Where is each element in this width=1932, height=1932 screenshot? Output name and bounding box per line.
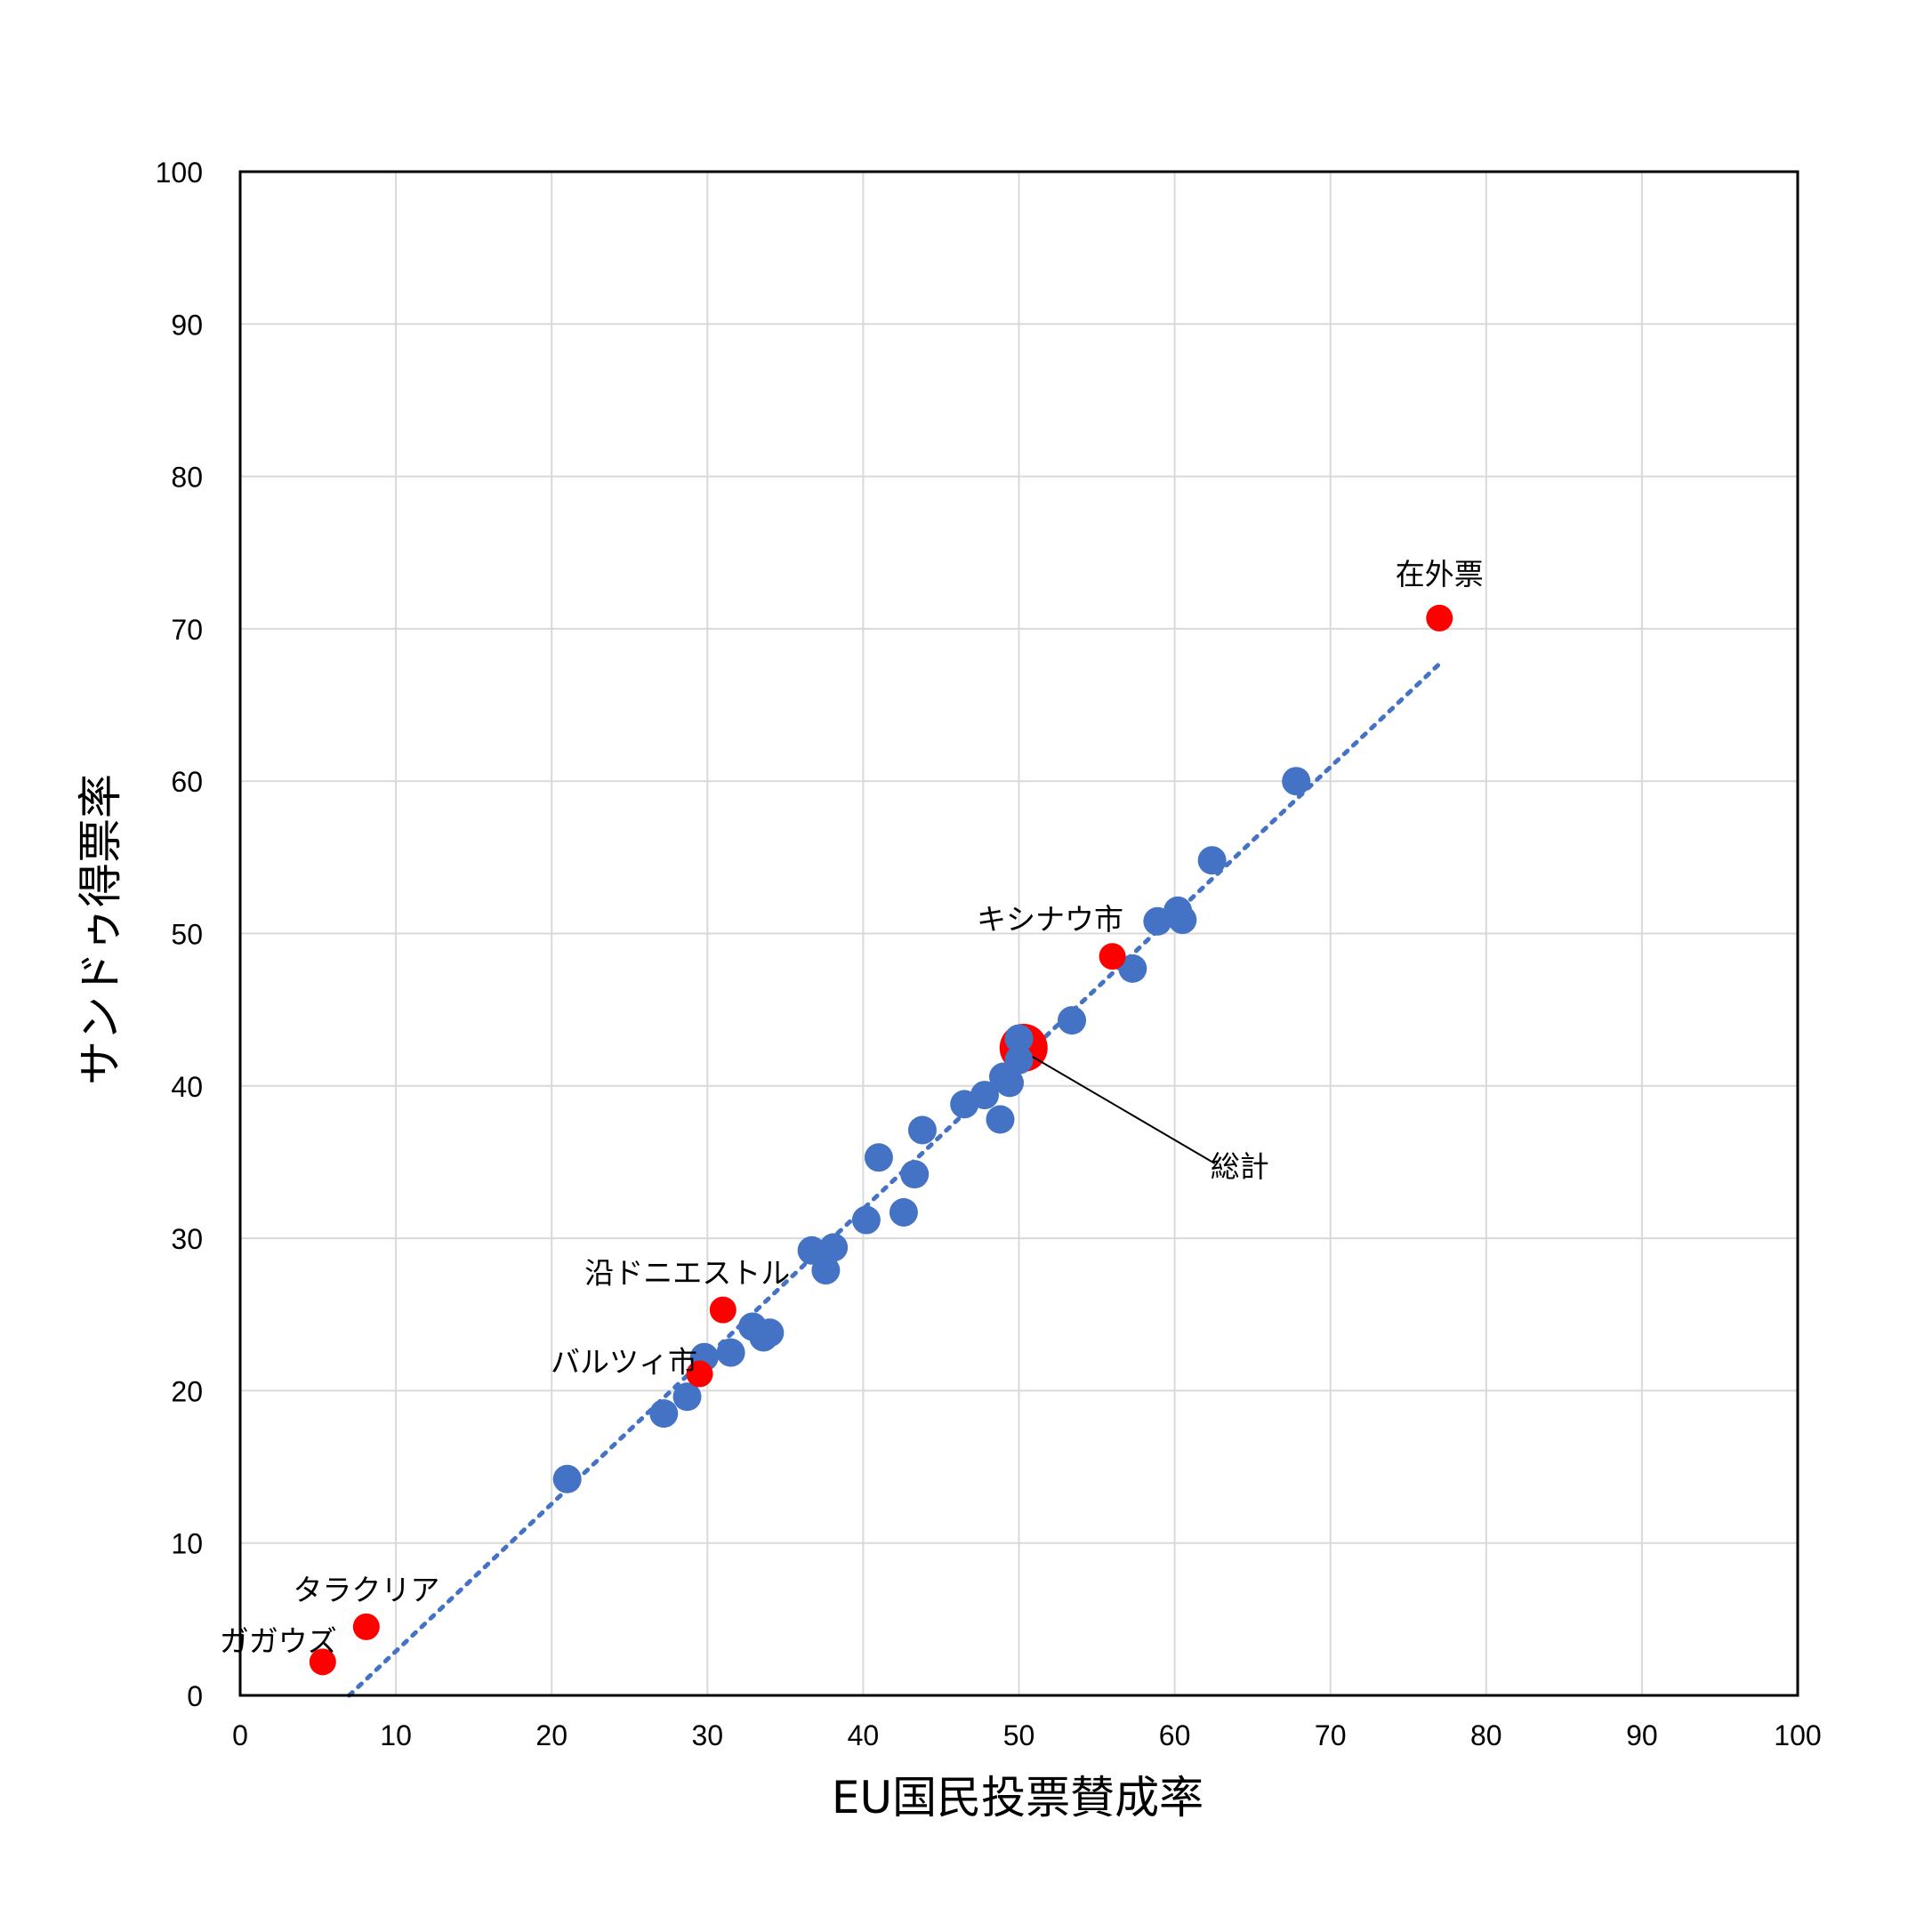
y-tick-label: 10 (171, 1528, 203, 1560)
x-tick-label: 80 (1470, 1719, 1502, 1751)
total-leader-line (1032, 1056, 1216, 1164)
y-axis-title: サンドゥ得票率 (75, 774, 126, 1085)
district-point (1004, 1024, 1034, 1053)
data-points (309, 604, 1453, 1676)
y-tick-label: 70 (171, 614, 203, 646)
x-tick-label: 100 (1774, 1719, 1821, 1751)
highlight-point (1099, 943, 1126, 970)
district-point (970, 1081, 999, 1110)
district-point (819, 1233, 849, 1262)
x-tick-label: 90 (1626, 1719, 1658, 1751)
district-point (1004, 1045, 1034, 1075)
y-tick-label: 100 (156, 157, 203, 189)
x-tick-label: 0 (232, 1719, 248, 1751)
district-point (907, 1115, 937, 1145)
y-tick-label: 30 (171, 1223, 203, 1255)
district-point (889, 1197, 918, 1227)
highlight-point (1426, 604, 1453, 632)
district-point (986, 1105, 1015, 1134)
district-point (797, 1236, 826, 1265)
y-tick-label: 90 (171, 309, 203, 341)
district-point (864, 1143, 893, 1172)
district-point (1168, 906, 1197, 935)
highlight-point (686, 1360, 713, 1388)
point-label: 在外票 (1396, 557, 1484, 592)
highlight-point (709, 1296, 737, 1324)
y-tick-label: 60 (171, 766, 203, 798)
plot-frame (238, 170, 1799, 1697)
highlight-point (309, 1648, 336, 1676)
district-point (900, 1160, 930, 1189)
x-tick-label: 60 (1159, 1719, 1191, 1751)
district-point (1058, 1006, 1087, 1035)
district-point (716, 1338, 745, 1367)
x-tick-label: 70 (1315, 1719, 1347, 1751)
point-label: キシナウ市 (977, 902, 1123, 937)
trendline (347, 661, 1442, 1698)
district-point (672, 1382, 702, 1412)
x-tick-label: 50 (1003, 1719, 1035, 1751)
district-point (811, 1256, 841, 1285)
x-tick-label: 20 (535, 1719, 568, 1751)
y-tick-label: 0 (187, 1680, 203, 1712)
district-point (1118, 954, 1147, 983)
y-tick-label: 20 (171, 1375, 203, 1407)
point-label: バルツィ市 (551, 1345, 697, 1380)
point-label: 沿ドニエストル (584, 1256, 790, 1291)
x-tick-label: 40 (848, 1719, 880, 1751)
district-point (851, 1205, 881, 1235)
total-label: 総計 (1211, 1149, 1269, 1184)
y-tick-label: 50 (171, 919, 203, 951)
tick-labels: 0 10 20 30 40 50 60 70 80 90 100 0 10 20 30 40 50 60 70 80 9… (156, 157, 1822, 1751)
district-point (1197, 846, 1227, 875)
y-tick-label: 80 (171, 462, 203, 494)
x-axis-title: EU国民投票賛成率 (832, 1772, 1203, 1823)
district-point (1282, 767, 1311, 796)
x-tick-label: 30 (692, 1719, 724, 1751)
point-label: タラクリア (293, 1573, 439, 1607)
point-label: ガガウズ (220, 1623, 337, 1658)
y-tick-label: 40 (171, 1071, 203, 1103)
district-point (649, 1399, 679, 1429)
x-tick-label: 10 (380, 1719, 412, 1751)
district-point (994, 1068, 1024, 1098)
highlight-point (352, 1613, 380, 1640)
district-point (755, 1318, 785, 1348)
district-point (552, 1464, 582, 1493)
